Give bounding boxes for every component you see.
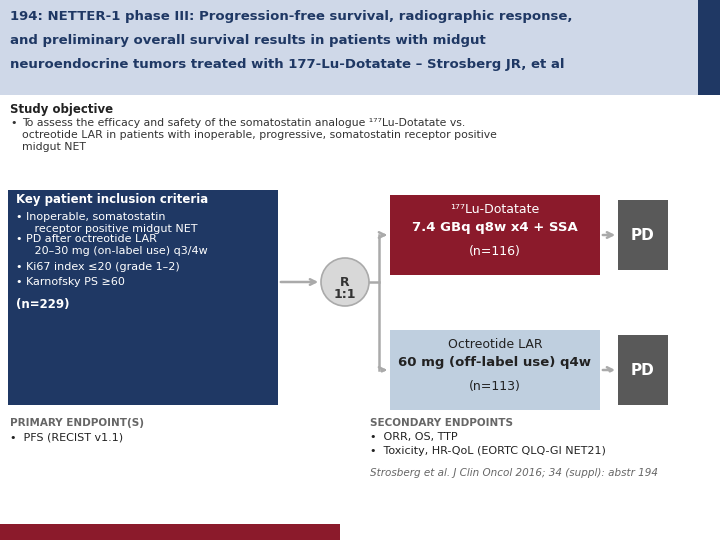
Text: • PD after octreotide LAR: • PD after octreotide LAR <box>16 234 157 244</box>
Text: To assess the efficacy and safety of the somatostatin analogue ¹⁷⁷Lu-Dotatate vs: To assess the efficacy and safety of the… <box>22 118 465 128</box>
Text: 20–30 mg (on-label use) q3/4w: 20–30 mg (on-label use) q3/4w <box>24 246 208 256</box>
Bar <box>0 524 340 540</box>
Text: •  Toxicity, HR-QoL (EORTC QLQ-GI NET21): • Toxicity, HR-QoL (EORTC QLQ-GI NET21) <box>370 446 606 456</box>
Text: Octreotide LAR: Octreotide LAR <box>448 338 542 351</box>
Text: 7.4 GBq q8w x4 + SSA: 7.4 GBq q8w x4 + SSA <box>412 221 578 234</box>
Text: Key patient inclusion criteria: Key patient inclusion criteria <box>16 193 208 206</box>
Text: Study objective: Study objective <box>10 103 113 116</box>
Bar <box>390 330 600 410</box>
Text: •: • <box>10 118 17 128</box>
Text: •  PFS (RECIST v1.1): • PFS (RECIST v1.1) <box>10 432 123 442</box>
Text: R: R <box>340 276 350 289</box>
Text: SECONDARY ENDPOINTS: SECONDARY ENDPOINTS <box>370 418 513 428</box>
Text: 60 mg (off-label use) q4w: 60 mg (off-label use) q4w <box>398 356 592 369</box>
Bar <box>390 195 600 275</box>
Text: and preliminary overall survival results in patients with midgut: and preliminary overall survival results… <box>10 34 486 47</box>
Bar <box>618 335 668 405</box>
Text: (n=113): (n=113) <box>469 380 521 393</box>
Bar <box>8 190 278 405</box>
Text: octreotide LAR in patients with inoperable, progressive, somatostatin receptor p: octreotide LAR in patients with inoperab… <box>22 130 497 140</box>
Text: • Karnofsky PS ≥60: • Karnofsky PS ≥60 <box>16 277 125 287</box>
Text: ¹⁷⁷Lu-Dotatate: ¹⁷⁷Lu-Dotatate <box>451 203 539 216</box>
Text: • Inoperable, somatostatin: • Inoperable, somatostatin <box>16 212 166 222</box>
Text: •  ORR, OS, TTP: • ORR, OS, TTP <box>370 432 458 442</box>
Bar <box>618 200 668 270</box>
Text: 194: NETTER-1 phase III: Progression-free survival, radiographic response,: 194: NETTER-1 phase III: Progression-fre… <box>10 10 572 23</box>
Bar <box>698 0 720 95</box>
Text: (n=229): (n=229) <box>16 298 70 311</box>
Text: midgut NET: midgut NET <box>22 142 86 152</box>
Text: • Ki67 index ≤20 (grade 1–2): • Ki67 index ≤20 (grade 1–2) <box>16 262 180 272</box>
Circle shape <box>321 258 369 306</box>
Text: PRIMARY ENDPOINT(S): PRIMARY ENDPOINT(S) <box>10 418 144 428</box>
Text: PD: PD <box>631 228 655 243</box>
Text: (n=116): (n=116) <box>469 245 521 258</box>
Bar <box>0 0 720 95</box>
Text: receptor positive midgut NET: receptor positive midgut NET <box>24 224 197 234</box>
Text: Strosberg et al. J Clin Oncol 2016; 34 (suppl): abstr 194: Strosberg et al. J Clin Oncol 2016; 34 (… <box>370 468 658 478</box>
Text: neuroendocrine tumors treated with 177-Lu-Dotatate – Strosberg JR, et al: neuroendocrine tumors treated with 177-L… <box>10 58 564 71</box>
Text: 1:1: 1:1 <box>334 288 356 301</box>
Text: PD: PD <box>631 363 655 378</box>
